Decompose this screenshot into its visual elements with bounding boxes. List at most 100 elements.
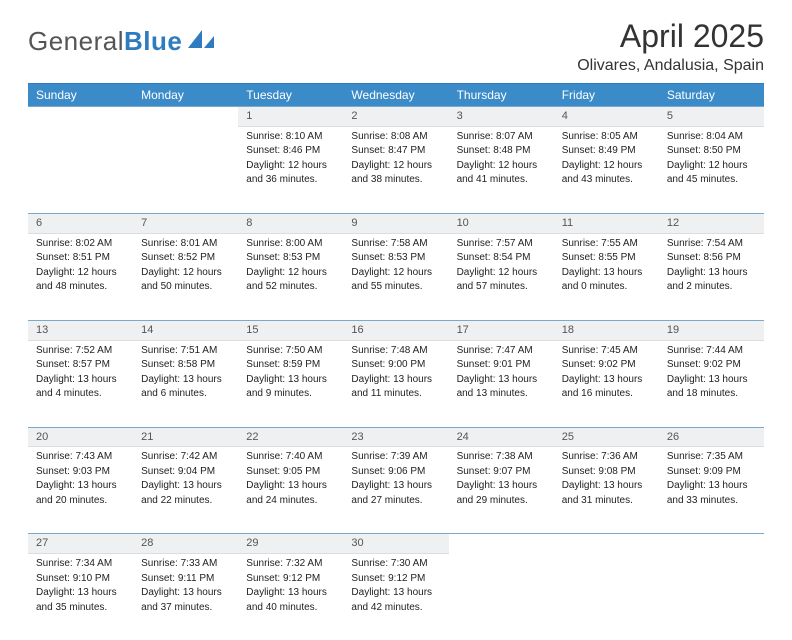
sunset-text: Sunset: 9:12 PM — [246, 572, 335, 586]
day-cell: Sunrise: 7:50 AMSunset: 8:59 PMDaylight:… — [238, 341, 343, 427]
sunset-text: Sunset: 8:51 PM — [36, 251, 125, 265]
sunrise-text: Sunrise: 8:10 AM — [246, 130, 335, 144]
daylight-text: Daylight: 13 hours — [667, 266, 756, 280]
sunrise-text: Sunrise: 7:44 AM — [667, 344, 756, 358]
day-number: 28 — [133, 533, 238, 554]
daylight-text: and 13 minutes. — [457, 387, 546, 401]
daylight-text: Daylight: 13 hours — [141, 479, 230, 493]
daylight-text: Daylight: 12 hours — [36, 266, 125, 280]
day-details: Sunrise: 7:58 AMSunset: 8:53 PMDaylight:… — [343, 234, 448, 301]
daylight-text: and 4 minutes. — [36, 387, 125, 401]
sunrise-text: Sunrise: 7:52 AM — [36, 344, 125, 358]
daynum-row: 6789101112 — [28, 213, 764, 234]
day-details: Sunrise: 8:05 AMSunset: 8:49 PMDaylight:… — [554, 127, 659, 194]
day-details: Sunrise: 7:55 AMSunset: 8:55 PMDaylight:… — [554, 234, 659, 301]
daylight-text: and 55 minutes. — [351, 280, 440, 294]
day-details: Sunrise: 8:07 AMSunset: 8:48 PMDaylight:… — [449, 127, 554, 194]
sunset-text: Sunset: 8:47 PM — [351, 144, 440, 158]
day-cell: Sunrise: 7:33 AMSunset: 9:11 PMDaylight:… — [133, 554, 238, 640]
daylight-text: Daylight: 13 hours — [246, 373, 335, 387]
sunrise-text: Sunrise: 7:38 AM — [457, 450, 546, 464]
day-number — [449, 533, 554, 538]
day-details: Sunrise: 7:38 AMSunset: 9:07 PMDaylight:… — [449, 447, 554, 514]
weekday-header: Wednesday — [343, 84, 448, 107]
calendar-table: SundayMondayTuesdayWednesdayThursdayFrid… — [28, 83, 764, 640]
week-row: Sunrise: 8:02 AMSunset: 8:51 PMDaylight:… — [28, 234, 764, 320]
daylight-text: Daylight: 12 hours — [457, 159, 546, 173]
weekday-header: Friday — [554, 84, 659, 107]
sunrise-text: Sunrise: 7:51 AM — [141, 344, 230, 358]
sunrise-text: Sunrise: 8:05 AM — [562, 130, 651, 144]
daylight-text: and 40 minutes. — [246, 601, 335, 615]
day-cell — [133, 127, 238, 213]
day-cell: Sunrise: 8:10 AMSunset: 8:46 PMDaylight:… — [238, 127, 343, 213]
day-number — [28, 106, 133, 111]
sunrise-text: Sunrise: 7:33 AM — [141, 557, 230, 571]
day-number: 24 — [449, 427, 554, 448]
daylight-text: and 27 minutes. — [351, 494, 440, 508]
daylight-text: Daylight: 13 hours — [667, 479, 756, 493]
day-number: 6 — [28, 213, 133, 234]
sunset-text: Sunset: 9:00 PM — [351, 358, 440, 372]
daylight-text: Daylight: 13 hours — [246, 479, 335, 493]
daynum-row: 20212223242526 — [28, 427, 764, 448]
day-cell: Sunrise: 8:05 AMSunset: 8:49 PMDaylight:… — [554, 127, 659, 213]
sunset-text: Sunset: 8:53 PM — [246, 251, 335, 265]
day-cell: Sunrise: 7:54 AMSunset: 8:56 PMDaylight:… — [659, 234, 764, 320]
day-number: 23 — [343, 427, 448, 448]
sunrise-text: Sunrise: 8:07 AM — [457, 130, 546, 144]
weekday-header: Thursday — [449, 84, 554, 107]
sunset-text: Sunset: 9:07 PM — [457, 465, 546, 479]
brand-part2: Blue — [124, 26, 182, 56]
daynum-row: 13141516171819 — [28, 320, 764, 341]
sunset-text: Sunset: 9:04 PM — [141, 465, 230, 479]
day-details: Sunrise: 7:45 AMSunset: 9:02 PMDaylight:… — [554, 341, 659, 408]
weekday-header: Monday — [133, 84, 238, 107]
sunset-text: Sunset: 9:10 PM — [36, 572, 125, 586]
day-cell — [659, 554, 764, 640]
day-details: Sunrise: 8:01 AMSunset: 8:52 PMDaylight:… — [133, 234, 238, 301]
sunrise-text: Sunrise: 7:35 AM — [667, 450, 756, 464]
day-details: Sunrise: 7:48 AMSunset: 9:00 PMDaylight:… — [343, 341, 448, 408]
day-number — [659, 533, 764, 538]
day-details: Sunrise: 7:32 AMSunset: 9:12 PMDaylight:… — [238, 554, 343, 621]
sunrise-text: Sunrise: 7:36 AM — [562, 450, 651, 464]
day-cell: Sunrise: 7:30 AMSunset: 9:12 PMDaylight:… — [343, 554, 448, 640]
daylight-text: Daylight: 13 hours — [562, 266, 651, 280]
day-details: Sunrise: 7:54 AMSunset: 8:56 PMDaylight:… — [659, 234, 764, 301]
day-number: 27 — [28, 533, 133, 554]
day-cell: Sunrise: 7:42 AMSunset: 9:04 PMDaylight:… — [133, 447, 238, 533]
daylight-text: and 37 minutes. — [141, 601, 230, 615]
day-number: 2 — [343, 106, 448, 127]
day-number: 19 — [659, 320, 764, 341]
day-number: 12 — [659, 213, 764, 234]
day-cell: Sunrise: 8:04 AMSunset: 8:50 PMDaylight:… — [659, 127, 764, 213]
day-cell: Sunrise: 8:08 AMSunset: 8:47 PMDaylight:… — [343, 127, 448, 213]
daylight-text: Daylight: 13 hours — [351, 479, 440, 493]
day-cell — [449, 554, 554, 640]
daylight-text: Daylight: 13 hours — [457, 479, 546, 493]
day-cell: Sunrise: 7:57 AMSunset: 8:54 PMDaylight:… — [449, 234, 554, 320]
day-number: 22 — [238, 427, 343, 448]
sunrise-text: Sunrise: 7:39 AM — [351, 450, 440, 464]
day-details: Sunrise: 7:39 AMSunset: 9:06 PMDaylight:… — [343, 447, 448, 514]
day-details: Sunrise: 7:30 AMSunset: 9:12 PMDaylight:… — [343, 554, 448, 621]
day-details: Sunrise: 8:04 AMSunset: 8:50 PMDaylight:… — [659, 127, 764, 194]
sunset-text: Sunset: 9:01 PM — [457, 358, 546, 372]
sunrise-text: Sunrise: 8:04 AM — [667, 130, 756, 144]
sunrise-text: Sunrise: 8:02 AM — [36, 237, 125, 251]
day-number: 21 — [133, 427, 238, 448]
day-cell: Sunrise: 7:51 AMSunset: 8:58 PMDaylight:… — [133, 341, 238, 427]
day-cell: Sunrise: 7:47 AMSunset: 9:01 PMDaylight:… — [449, 341, 554, 427]
daylight-text: and 42 minutes. — [351, 601, 440, 615]
sunset-text: Sunset: 8:48 PM — [457, 144, 546, 158]
day-details: Sunrise: 7:50 AMSunset: 8:59 PMDaylight:… — [238, 341, 343, 408]
day-number: 8 — [238, 213, 343, 234]
day-details: Sunrise: 7:44 AMSunset: 9:02 PMDaylight:… — [659, 341, 764, 408]
brand-part1: General — [28, 26, 124, 56]
brand-name: GeneralBlue — [28, 26, 182, 57]
day-cell: Sunrise: 8:00 AMSunset: 8:53 PMDaylight:… — [238, 234, 343, 320]
sunrise-text: Sunrise: 7:50 AM — [246, 344, 335, 358]
daylight-text: Daylight: 12 hours — [246, 159, 335, 173]
day-cell: Sunrise: 7:35 AMSunset: 9:09 PMDaylight:… — [659, 447, 764, 533]
